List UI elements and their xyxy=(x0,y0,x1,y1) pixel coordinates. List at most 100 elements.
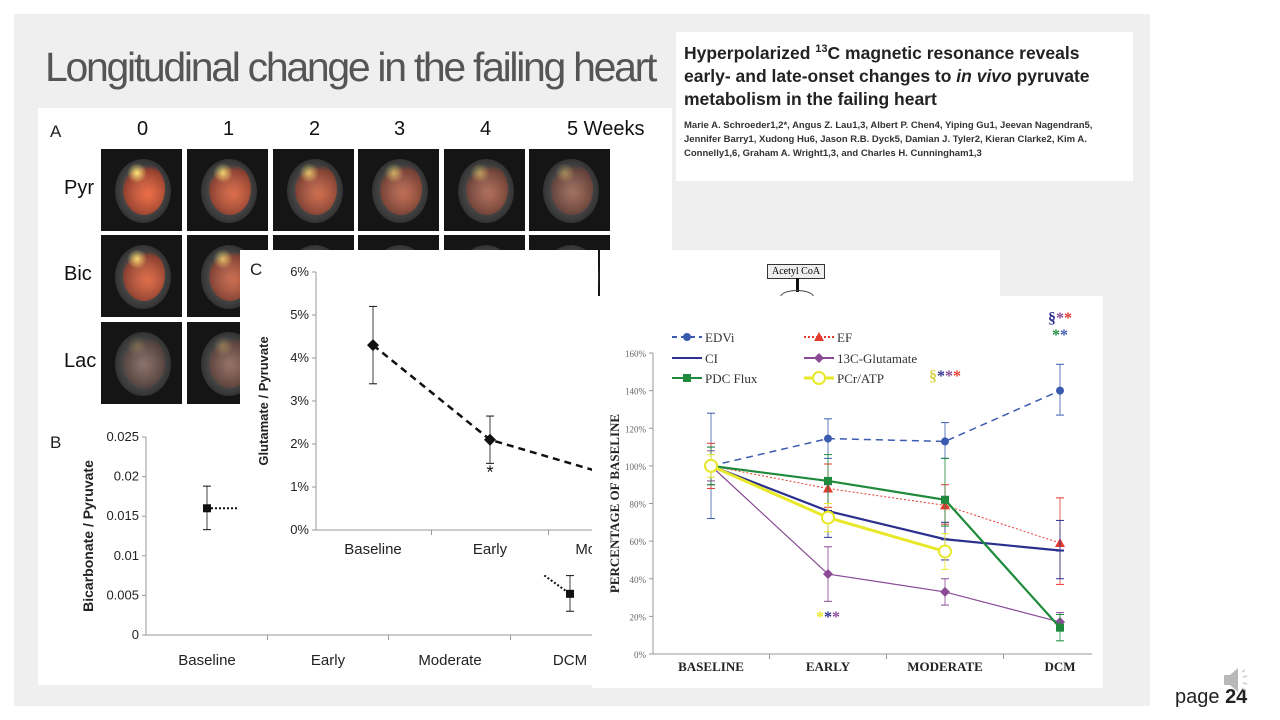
data-point xyxy=(367,339,379,352)
significance-marker: §*** xyxy=(929,368,961,385)
significance-marker: *** xyxy=(816,609,840,626)
y-axis-label: Bicarbonate / Pyruvate xyxy=(80,460,96,612)
figure-panel-c: C0%1%2%3%4%5%6%BaselineEarlyModerateGlut… xyxy=(240,250,598,575)
x-category-label: Baseline xyxy=(344,541,402,558)
acetyl-coa-box: Acetyl CoA xyxy=(767,264,826,279)
legend-swatch-marker xyxy=(683,333,691,341)
week-label: 2 xyxy=(309,118,321,140)
chart-d: 0% 20% 40% 60% 80% 100% 120% 140% 160% BASELINE EA… xyxy=(607,310,1119,674)
paper-header: Hyperpolarized 13C magnetic resonance re… xyxy=(676,32,1133,181)
mri-heart-image xyxy=(529,149,610,231)
data-point xyxy=(203,504,211,513)
x-category-label: Moderate xyxy=(418,652,481,669)
y-tick-label: 100% xyxy=(625,462,647,472)
x-category-label: Early xyxy=(473,541,508,558)
y-tick-label: 80% xyxy=(630,500,647,510)
page-number: page 24 xyxy=(1175,686,1247,709)
legend-label: EF xyxy=(837,330,852,345)
y-tick-label: 60% xyxy=(630,537,647,547)
row-label: Pyr xyxy=(64,177,94,199)
significance-marker: ** xyxy=(1052,327,1068,344)
data-point xyxy=(1056,386,1064,395)
figure-percentage-chart: 0% 20% 40% 60% 80% 100% 120% 140% 160% BASELINE EA… xyxy=(592,296,1119,688)
significance-symbol: * xyxy=(832,609,840,626)
significance-marker: §** xyxy=(1048,310,1072,327)
legend-label: PDC Flux xyxy=(705,371,758,386)
y-axis-label: Glutamate / Pyruvate xyxy=(256,336,271,465)
week-label: 4 xyxy=(480,118,492,140)
significance-marker: * xyxy=(486,462,493,482)
significance-symbol: * xyxy=(816,609,824,626)
legend-label: 13C-Glutamate xyxy=(837,351,917,366)
series-line-13C-Glutamate xyxy=(710,465,1061,623)
significance-symbol: * xyxy=(824,609,832,626)
x-category-label: MODERATE xyxy=(907,659,983,674)
mri-heart-image xyxy=(187,149,268,231)
y-tick-label: 140% xyxy=(625,387,647,397)
legend-swatch-marker xyxy=(814,353,824,363)
panel-b-letter: B xyxy=(50,433,62,452)
series-line-EF xyxy=(710,465,1061,544)
paper-title: Hyperpolarized 13C magnetic resonance re… xyxy=(684,38,1125,111)
page-label: page xyxy=(1175,686,1220,708)
y-tick-label: 40% xyxy=(630,575,647,585)
x-category-label: DCM xyxy=(1044,659,1075,674)
series-line-EDVi xyxy=(710,389,1061,467)
significance-symbol: * xyxy=(945,368,953,385)
legend-swatch-marker xyxy=(812,371,826,385)
y-tick-label: 2% xyxy=(290,436,309,451)
paper-title-part: C magnetic resonance reveals early- and … xyxy=(684,42,1080,86)
paper-title-sup: 13 xyxy=(815,43,828,55)
y-tick-label: 0.01 xyxy=(114,548,139,563)
legend-label: CI xyxy=(705,351,718,366)
mri-heart-image xyxy=(101,149,182,231)
data-point xyxy=(824,476,832,485)
series-line-C xyxy=(372,344,598,473)
significance-symbol: * xyxy=(1052,327,1060,344)
y-tick-label: 4% xyxy=(290,350,309,365)
data-point xyxy=(704,458,718,473)
legend-swatch-marker xyxy=(814,332,824,341)
significance-symbol: * xyxy=(937,368,945,385)
y-tick-label: 0.02 xyxy=(114,469,139,484)
data-point xyxy=(940,586,950,597)
paper-title-part: Hyperpolarized xyxy=(684,42,816,63)
data-point xyxy=(823,569,833,580)
y-tick-label: 0.005 xyxy=(106,587,139,602)
significance-symbol: * xyxy=(953,368,961,385)
slide-title: Longitudinal change in the failing heart xyxy=(45,44,657,90)
legend-label: PCr/ATP xyxy=(837,371,884,386)
week-label: 0 xyxy=(137,118,149,140)
significance-symbol: * xyxy=(1064,310,1072,327)
row-label: Lac xyxy=(64,350,97,372)
x-category-label: DCM xyxy=(553,652,587,669)
x-category-label: Baseline xyxy=(178,652,236,669)
x-category-label: Early xyxy=(311,652,346,669)
speaker-icon[interactable] xyxy=(1222,664,1252,696)
paper-title-italic: in vivo xyxy=(956,65,1012,86)
data-point xyxy=(566,589,574,598)
mri-heart-image xyxy=(358,149,439,231)
data-point xyxy=(941,437,949,446)
significance-symbol: * xyxy=(1056,310,1064,327)
significance-symbol: § xyxy=(929,368,937,385)
legend-label: EDVi xyxy=(705,330,735,345)
page-number-value: 24 xyxy=(1225,686,1248,708)
y-tick-label: 20% xyxy=(630,612,647,622)
week-label: 5 Weeks xyxy=(567,118,645,140)
data-point xyxy=(821,510,835,525)
chart-b: 0 0.005 0.01 0.015 0.02 0.025 Baseline Early Mod… xyxy=(80,429,598,669)
y-tick-label: 120% xyxy=(625,424,647,434)
pathway-diagram-fragment: Acetyl CoA xyxy=(600,250,1000,304)
legend-swatch-marker xyxy=(683,374,691,382)
mri-heart-image xyxy=(101,235,182,317)
paper-authors: Marie A. Schroeder1,2*, Angus Z. Lau1,3,… xyxy=(684,119,1093,159)
week-label: 1 xyxy=(223,118,235,140)
data-point xyxy=(938,544,952,559)
paper-title-part: pyruvate metabolism in the failing heart xyxy=(684,65,1090,109)
chart-c: C0%1%2%3%4%5%6%BaselineEarlyModerateGlut… xyxy=(250,260,598,558)
mri-heart-image xyxy=(273,149,354,231)
series-line-PDC Flux xyxy=(710,464,1061,629)
row-label: Bic xyxy=(64,263,92,285)
y-axis-label: PERCENTAGE OF BASELINE xyxy=(607,414,622,593)
